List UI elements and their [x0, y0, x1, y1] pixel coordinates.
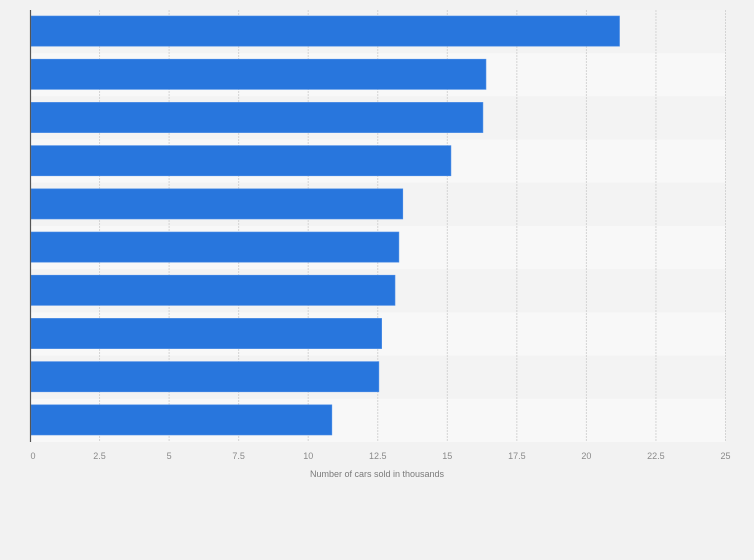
- x-tick-label: 10: [303, 451, 313, 461]
- bar[interactable]: [30, 404, 333, 436]
- bar[interactable]: [30, 361, 380, 393]
- x-tick-label: 15: [442, 451, 452, 461]
- x-tick-label: 17.5: [508, 451, 526, 461]
- x-tick-label: 25: [720, 451, 730, 461]
- x-tick-label: 12.5: [369, 451, 387, 461]
- bar[interactable]: [30, 15, 620, 47]
- x-tick-label: 0: [30, 451, 35, 461]
- bar[interactable]: [30, 145, 452, 177]
- x-tick-label: 2.5: [93, 451, 106, 461]
- x-tick-label: 20: [581, 451, 591, 461]
- x-axis-title: Number of cars sold in thousands: [310, 469, 445, 479]
- x-tick-label: 5: [167, 451, 172, 461]
- bar[interactable]: [30, 274, 396, 306]
- x-tick-label: 22.5: [647, 451, 665, 461]
- bar[interactable]: [30, 318, 382, 349]
- bar[interactable]: [30, 188, 404, 220]
- bar[interactable]: [30, 102, 484, 133]
- bar[interactable]: [30, 231, 400, 263]
- bar[interactable]: [30, 58, 487, 90]
- x-tick-label: 7.5: [232, 451, 245, 461]
